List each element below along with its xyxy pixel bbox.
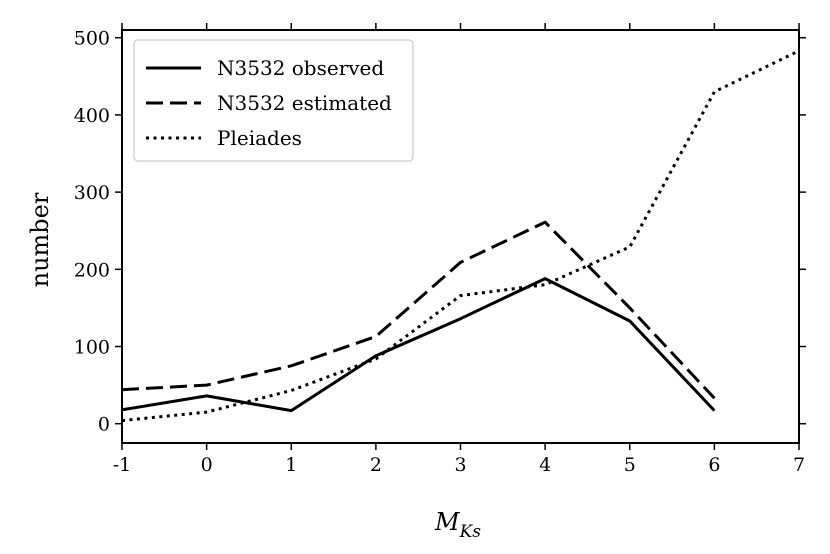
x-tick-label: 4 <box>539 454 551 476</box>
x-axis-label-sub: Ks <box>459 522 482 542</box>
legend-items: N3532 observed N3532 estimated Pleiades <box>146 56 392 150</box>
x-tick-label: 3 <box>454 454 466 476</box>
legend-box <box>133 39 414 162</box>
y-tick-label: 400 <box>74 105 110 127</box>
series-layer <box>121 49 800 423</box>
y-tick-label: 100 <box>74 337 110 359</box>
y-axis-label: number <box>26 192 54 287</box>
x-axis-label: MKs <box>434 508 481 542</box>
x-tick-label: 6 <box>708 454 720 476</box>
x-tick-label: 2 <box>370 454 382 476</box>
series-line-n3532-observed <box>121 277 716 413</box>
y-tick-label: 300 <box>74 182 110 204</box>
x-tick-label: 5 <box>624 454 636 476</box>
x-tick-label: 1 <box>285 454 297 476</box>
y-tick-label: 500 <box>74 28 110 50</box>
legend-label: N3532 estimated <box>217 91 392 115</box>
series-line-n3532-estimated <box>121 220 716 400</box>
y-tick-label: 200 <box>74 259 110 281</box>
y-tick-label: 0 <box>98 414 110 436</box>
legend: N3532 observed N3532 estimated Pleiades <box>133 39 414 162</box>
x-tick-label: 7 <box>793 454 805 476</box>
series-line-pleiades <box>121 49 800 423</box>
legend-label: Pleiades <box>217 126 302 150</box>
x-tick-label: 0 <box>201 454 213 476</box>
x-axis-label-main: M <box>434 508 461 536</box>
legend-label: N3532 observed <box>217 56 384 80</box>
x-tick-label: -1 <box>113 454 132 476</box>
